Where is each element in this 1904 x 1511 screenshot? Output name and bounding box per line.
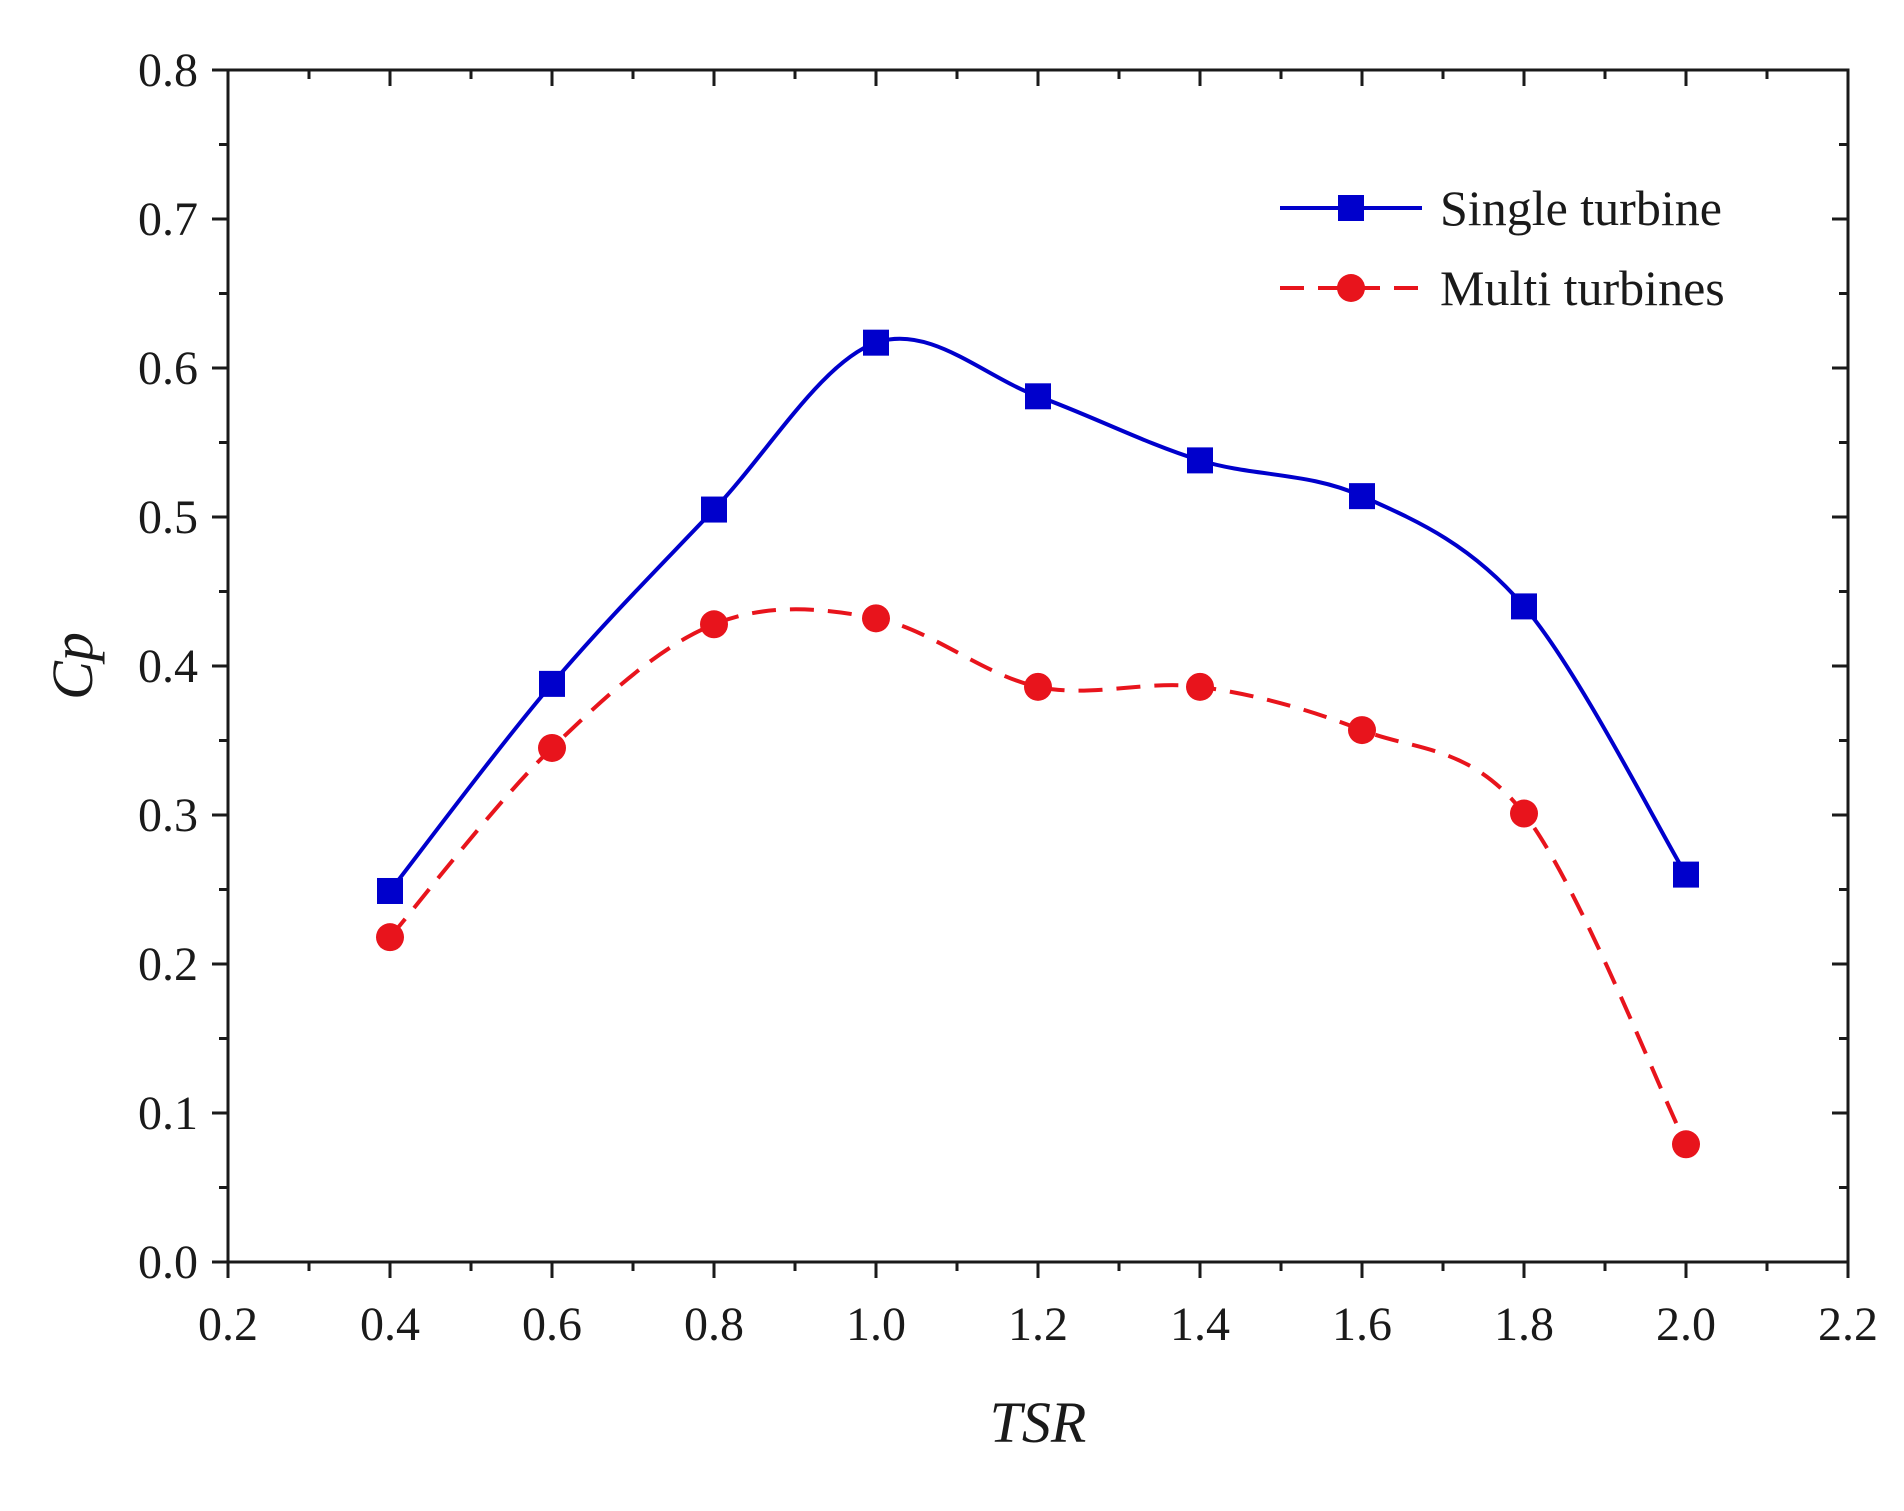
data-point-single-turbine: [1511, 593, 1537, 620]
y-tick-label: 0.1: [138, 1087, 198, 1140]
legend-item-multi-turbines: Multi turbines: [1280, 260, 1725, 316]
data-point-single-turbine: [1673, 861, 1699, 888]
x-tick-label: 1.8: [1494, 1298, 1554, 1351]
data-point-multi-turbines: [1186, 672, 1214, 701]
x-tick-label: 0.4: [360, 1298, 420, 1351]
data-point-single-turbine: [1025, 383, 1051, 410]
data-point-single-turbine: [701, 496, 727, 523]
x-axis-title: TSR: [990, 1390, 1087, 1455]
x-tick-label: 0.6: [522, 1298, 582, 1351]
legend-marker-single-turbine: [1338, 195, 1364, 221]
x-tick-label: 1.0: [846, 1298, 906, 1351]
y-tick-label: 0.8: [138, 44, 198, 97]
y-tick-label: 0.3: [138, 789, 198, 842]
legend-label-multi-turbines: Multi turbines: [1440, 260, 1725, 316]
data-point-multi-turbines: [1024, 672, 1052, 701]
legend-item-single-turbine: Single turbine: [1280, 180, 1722, 236]
plot-frame: [226, 68, 1850, 1264]
data-point-multi-turbines: [1672, 1130, 1700, 1159]
x-tick-label: 1.2: [1008, 1298, 1068, 1351]
x-tick-label: 0.8: [684, 1298, 744, 1351]
data-point-single-turbine: [863, 329, 889, 356]
data-point-multi-turbines: [376, 923, 404, 952]
y-tick-label: 0.6: [138, 342, 198, 395]
data-point-single-turbine: [1349, 483, 1375, 510]
y-tick-label: 0.2: [138, 938, 198, 991]
data-point-single-turbine: [539, 670, 565, 697]
data-point-multi-turbines: [700, 610, 728, 639]
data-point-multi-turbines: [1348, 716, 1376, 745]
x-tick-label: 2.2: [1818, 1298, 1878, 1351]
data-point-multi-turbines: [538, 733, 566, 762]
legend-label-single-turbine: Single turbine: [1440, 180, 1722, 236]
x-tick-label: 1.4: [1170, 1298, 1230, 1351]
y-tick-label: 0.0: [138, 1236, 198, 1289]
legend-marker-multi-turbines: [1337, 274, 1365, 302]
series-line-single-turbine: [388, 336, 1688, 893]
x-tick-label: 2.0: [1656, 1298, 1716, 1351]
x-tick-label: 1.6: [1332, 1298, 1392, 1351]
y-tick-label: 0.7: [138, 193, 198, 246]
data-point-single-turbine: [1187, 447, 1213, 474]
y-tick-label: 0.4: [138, 640, 198, 693]
data-point-multi-turbines: [862, 604, 890, 633]
series-single-turbine: [377, 329, 1699, 904]
y-tick-label: 0.5: [138, 491, 198, 544]
x-tick-label: 0.2: [198, 1298, 258, 1351]
data-point-multi-turbines: [1510, 799, 1538, 828]
legend: Single turbine Multi turbines: [1280, 180, 1725, 316]
series-multi-turbines: [376, 604, 1700, 1159]
y-axis-title: Cp: [40, 632, 105, 700]
data-point-single-turbine: [377, 877, 403, 904]
